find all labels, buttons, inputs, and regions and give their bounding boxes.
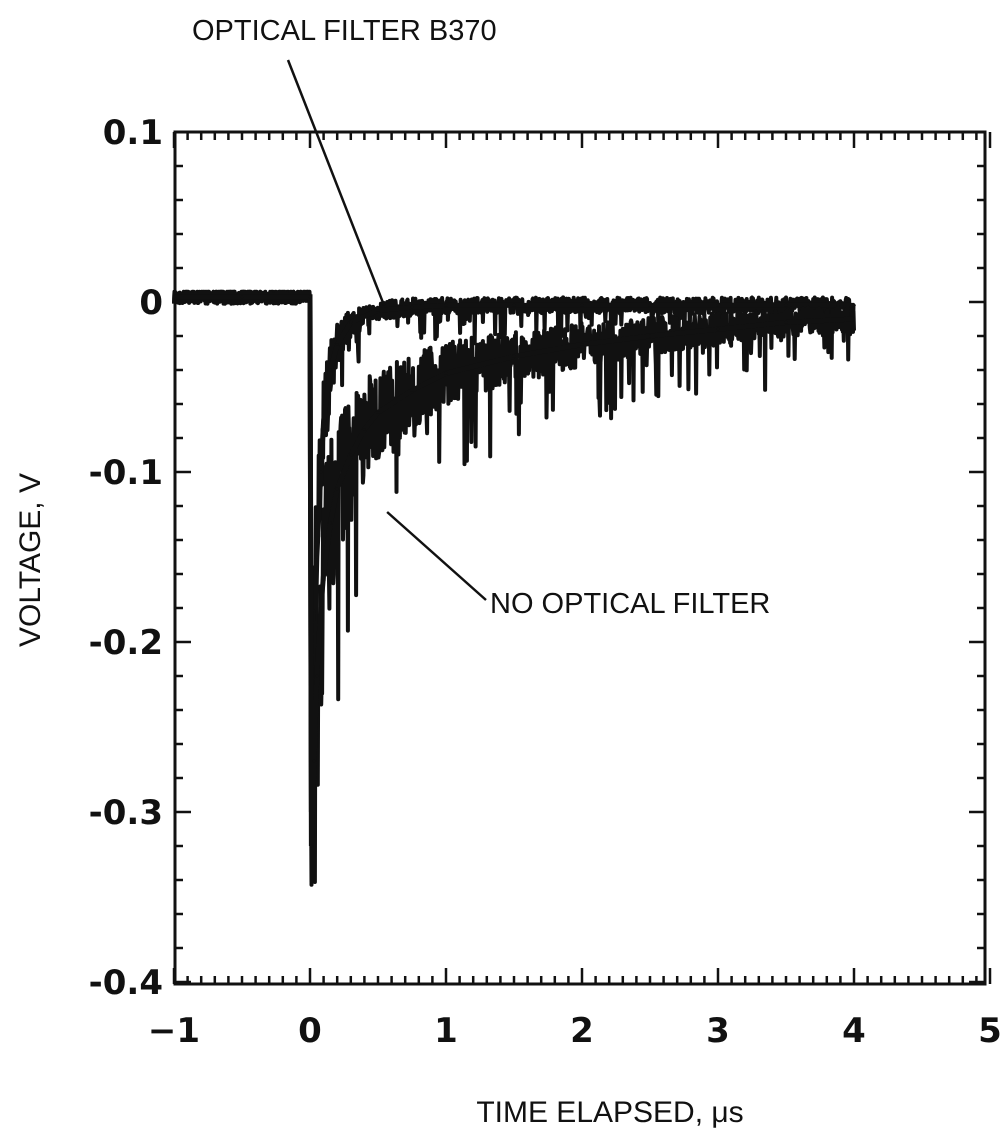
x-tick-label: −1 [148,1011,200,1051]
data-point [852,303,856,307]
y-tick-label: -0.4 [89,963,163,1003]
data-point [349,320,353,324]
y-tick-label: 0.1 [103,113,163,153]
leader-line-optical-filter [286,59,386,306]
series-group [172,289,856,887]
x-tick-label: 1 [434,1011,458,1051]
data-point [328,368,332,372]
y-tick-label: -0.3 [89,793,163,833]
leader-line-no-optical-filter [386,511,487,601]
x-tick-label: 5 [978,1011,1002,1051]
data-point [410,388,414,392]
data-point [376,309,380,312]
x-tick-label: 3 [706,1011,730,1051]
data-point [172,295,176,299]
data-point [512,303,516,307]
data-point [784,303,788,307]
data-point [319,470,323,474]
data-point [308,295,312,299]
x-tick-label: 4 [842,1011,866,1051]
series-line [174,294,855,847]
x-axis-title: TIME ELAPSED, μs [476,1096,743,1129]
data-point [784,320,788,324]
data-point [648,303,652,307]
x-tick-label: 0 [298,1011,322,1051]
data-point [335,487,339,491]
plot-frame [173,130,987,986]
x-tick-label: 2 [570,1011,594,1051]
annotations: OPTICAL FILTER B370 NO OPTICAL FILTER [192,15,770,620]
y-axis-title: VOLTAGE, V [14,473,47,647]
data-point [362,428,366,431]
y-tick-label: -0.2 [89,623,163,663]
data-point [322,572,326,576]
data-point [315,555,319,559]
y-tick-label: -0.1 [89,453,163,493]
data-point [716,327,720,331]
data-point [319,606,323,610]
data-point [410,305,414,309]
annotation-optical-filter-b370: OPTICAL FILTER B370 [192,15,497,47]
data-point [349,453,353,457]
data-point [315,674,319,678]
tick-marks [172,130,992,984]
data-point [512,354,516,358]
data-point [444,303,448,307]
data-point [852,317,856,321]
x-tick-labels: −1 0 1 2 3 4 5 [148,1011,1002,1051]
data-point [312,759,316,763]
y-tick-labels: 0.1 0 -0.1 -0.2 -0.3 -0.4 [89,113,163,1003]
data-point [444,371,448,375]
data-point [240,295,244,299]
data-point [580,303,584,307]
data-point [376,411,380,414]
data-point [716,303,720,307]
data-point [335,343,339,346]
data-point [580,343,584,346]
data-point [309,844,313,848]
data-point [322,419,326,423]
data-point [648,334,652,338]
data-point [328,521,332,525]
y-tick-label: 0 [139,283,163,323]
annotation-no-optical-filter: NO OPTICAL FILTER [490,588,770,620]
